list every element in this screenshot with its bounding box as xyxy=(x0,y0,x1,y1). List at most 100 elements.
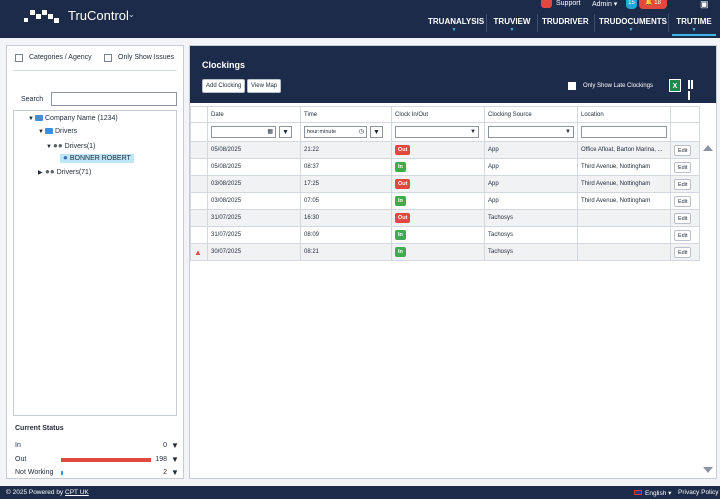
nav-trutime[interactable]: TRUTIME ▼ xyxy=(672,16,716,36)
actions-cell: Edit xyxy=(670,226,700,244)
edit-button[interactable]: Edit xyxy=(674,246,692,258)
warn-cell xyxy=(190,141,208,159)
table-row[interactable]: 31/07/2025 16:30 Out Tachosys Edit xyxy=(190,209,700,227)
nav-trudriver-label: TRUDRIVER xyxy=(542,17,589,26)
alert-badge[interactable]: 🔔 18 xyxy=(639,0,667,9)
collapse-triangle-icon[interactable]: ▼ xyxy=(46,144,52,150)
edit-button[interactable]: Edit xyxy=(674,195,692,207)
filter-icon[interactable]: ▼ xyxy=(171,455,179,464)
edit-button[interactable]: Edit xyxy=(674,161,692,173)
collapse-triangle-icon[interactable]: ▼ xyxy=(38,129,44,135)
source-cell: Tachosys xyxy=(484,226,578,244)
tree-node-drivers[interactable]: ▼ Drivers xyxy=(38,128,77,135)
footer: © 2025 Powered by CPT UK English ▾ Priva… xyxy=(0,486,720,499)
calendar-icon[interactable]: ▦ xyxy=(267,129,273,135)
language-selector[interactable]: English ▾ xyxy=(645,490,672,497)
time-cell: 16:30 xyxy=(300,209,392,227)
view-map-button[interactable]: View Map xyxy=(247,79,282,93)
search-input[interactable] xyxy=(51,92,177,106)
location-filter-input[interactable] xyxy=(581,126,667,138)
location-filter-cell xyxy=(577,122,671,142)
location-column-header[interactable]: Location xyxy=(577,106,671,123)
edit-button[interactable]: Edit xyxy=(674,212,692,224)
clock-in-out-column-header[interactable]: Clock In/Out xyxy=(391,106,485,123)
clockings-title: Clockings xyxy=(202,60,246,70)
table-row[interactable]: 05/08/2025 08:37 In App Third Avenue, No… xyxy=(190,158,700,176)
clock-in-out-filter-select[interactable]: ▼ xyxy=(395,126,479,138)
cpt-uk-link[interactable]: CPT UK xyxy=(65,489,89,496)
time-column-header[interactable]: Time xyxy=(300,106,392,123)
date-filter-input[interactable]: ▦ xyxy=(211,126,276,138)
edit-button[interactable]: Edit xyxy=(674,178,692,190)
table-row[interactable]: 31/07/2025 08:09 In Tachosys Edit xyxy=(190,226,700,244)
scroll-up-arrow-icon[interactable] xyxy=(703,145,713,151)
edit-button[interactable]: Edit xyxy=(674,144,692,156)
privacy-policy-link[interactable]: Privacy Policy xyxy=(678,489,719,496)
location-cell: Third Avenue, Nottingham xyxy=(577,158,671,176)
brand-chevron-down-icon[interactable]: ⌄ xyxy=(128,10,135,19)
support-icon[interactable] xyxy=(541,0,552,8)
nav-trudocuments[interactable]: TRUDOCUMENTS ▼ xyxy=(599,16,667,36)
edit-button[interactable]: Edit xyxy=(674,229,692,241)
tree-node-selected-driver[interactable]: ● BONNER ROBERT xyxy=(60,153,134,163)
excel-export-icon[interactable]: X xyxy=(669,79,681,92)
date-cell: 31/07/2025 xyxy=(207,226,301,244)
driver-tree-panel: Categories / Agency Only Show Issues Sea… xyxy=(6,45,184,479)
clocking-source-column-header[interactable]: Clocking Source xyxy=(484,106,578,123)
table-row[interactable]: 03/08/2025 17:25 Out App Third Avenue, N… xyxy=(190,175,700,193)
date-column-header[interactable]: Date xyxy=(207,106,301,123)
status-cell: Out xyxy=(391,175,485,193)
time-cell: 08:37 xyxy=(300,158,392,176)
current-status-title: Current Status xyxy=(15,425,64,432)
admin-menu[interactable]: Admin ▾ xyxy=(592,1,618,8)
source-cell: App xyxy=(484,192,578,210)
status-in-badge: In xyxy=(395,162,406,172)
nav-trudriver[interactable]: TRUDRIVER xyxy=(542,16,589,36)
collapse-triangle-icon[interactable]: ▼ xyxy=(28,116,34,122)
trucontrol-logo-icon[interactable] xyxy=(22,6,62,24)
only-show-issues-checkbox[interactable] xyxy=(104,54,112,62)
nav-trudocuments-label: TRUDOCUMENTS xyxy=(599,17,667,26)
table-row[interactable]: 03/08/2025 07:05 In App Third Avenue, No… xyxy=(190,192,700,210)
categories-agency-label: Categories / Agency xyxy=(29,54,92,61)
tree-node-drivers-other[interactable]: ▶ ●● Drivers(71) xyxy=(38,167,91,176)
late-clockings-checkbox[interactable] xyxy=(568,82,576,90)
time-filter-input[interactable]: hour:minute ◷ xyxy=(304,126,367,138)
fullscreen-icon[interactable]: ▣ xyxy=(700,0,709,9)
table-row[interactable]: 05/08/2025 21:22 Out App Office Afloat, … xyxy=(190,141,700,159)
person-icon: ● xyxy=(63,153,68,162)
categories-agency-checkbox[interactable] xyxy=(15,54,23,62)
brand-name[interactable]: TruControl xyxy=(68,8,129,23)
only-show-issues-label: Only Show Issues xyxy=(118,54,175,61)
date-cell: 05/08/2025 xyxy=(207,158,301,176)
tree-node-drivers-group[interactable]: ▼●● Drivers(1) xyxy=(46,141,95,150)
copyright: © 2025 Powered by CPT UK xyxy=(6,489,89,496)
location-cell xyxy=(577,226,671,244)
filter-cell xyxy=(190,122,208,142)
clocking-source-filter-select[interactable]: ▼ xyxy=(488,126,574,138)
column-chooser-icon[interactable] xyxy=(688,80,696,100)
notification-count-badge[interactable]: 15 xyxy=(626,0,637,9)
status-cell: Out xyxy=(391,141,485,159)
support-link[interactable]: Support xyxy=(556,0,581,7)
clock-icon[interactable]: ◷ xyxy=(358,129,364,135)
tree-node-company[interactable]: ▼ Company Name (1234) xyxy=(28,115,118,122)
status-out-bar xyxy=(61,458,151,462)
nav-truview-label: TRUVIEW xyxy=(493,17,531,26)
add-clocking-button[interactable]: Add Clocking xyxy=(202,79,246,93)
filter-icon[interactable]: ▼ xyxy=(171,441,179,450)
nav-truview[interactable]: TRUVIEW ▼ xyxy=(492,16,532,36)
time-filter-icon[interactable]: ▼ xyxy=(370,126,383,138)
search-label: Search xyxy=(21,96,44,103)
expand-triangle-icon[interactable]: ▶ xyxy=(38,170,43,176)
nav-truanalysis[interactable]: TRUANALYSIS ▼ xyxy=(428,16,484,36)
status-out-badge: Out xyxy=(395,213,411,223)
table-row[interactable]: ▲ 30/07/2025 08:21 In Tachosys Edit xyxy=(190,243,700,261)
status-cell: In xyxy=(391,158,485,176)
scroll-down-arrow-icon[interactable] xyxy=(703,467,713,473)
filter-icon[interactable]: ▼ xyxy=(171,468,179,477)
tree-node-company-label: Company Name (1234) xyxy=(45,115,118,122)
location-cell xyxy=(577,243,671,261)
location-cell: Third Avenue, Nottingham xyxy=(577,192,671,210)
date-filter-icon[interactable]: ▼ xyxy=(279,126,292,138)
